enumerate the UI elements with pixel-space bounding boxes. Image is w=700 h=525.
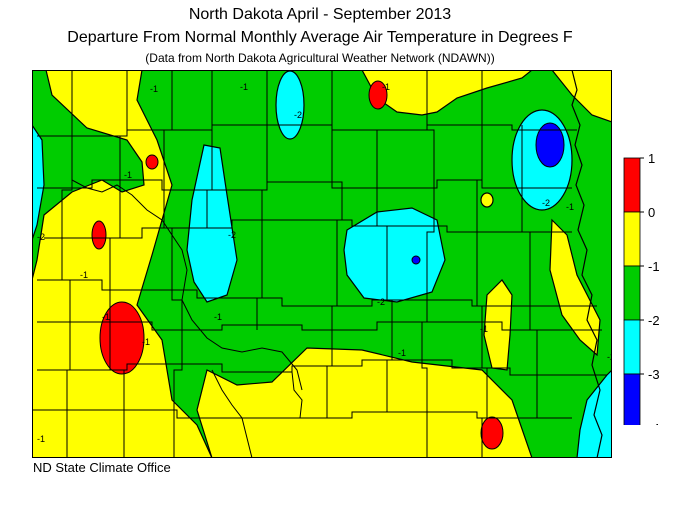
cyan-north-central bbox=[275, 70, 305, 140]
legend-tick-label: -3 bbox=[648, 367, 660, 382]
footer-credit: ND State Climate Office bbox=[33, 460, 171, 475]
contour-label: -1 bbox=[150, 84, 158, 94]
contour-label: -1 bbox=[382, 82, 390, 92]
missouri-river bbox=[71, 179, 303, 391]
contour-label: -1 bbox=[480, 324, 488, 334]
cyan-central bbox=[343, 207, 446, 303]
yellow-regions bbox=[32, 70, 612, 458]
red-regions bbox=[91, 80, 504, 450]
legend-swatch bbox=[623, 265, 641, 321]
contour-label: -1 bbox=[37, 434, 45, 444]
contour-label: -1 bbox=[102, 312, 110, 322]
blue-central bbox=[411, 255, 421, 265]
red-west-small bbox=[91, 220, 107, 250]
county-boundaries bbox=[32, 70, 607, 458]
yellow-southeast-streak bbox=[483, 279, 513, 371]
red-northwest-small bbox=[145, 154, 159, 170]
red-north bbox=[368, 80, 388, 110]
yellow-northwest bbox=[32, 70, 213, 458]
map-frame bbox=[32, 70, 612, 458]
legend-swatch bbox=[623, 373, 641, 425]
contour-labels: -1 -1 -2 -1 -1 -2 -1 -1 -1 -2 -1 -2 -1 -… bbox=[37, 82, 612, 444]
legend-tick-label: -4 bbox=[648, 421, 660, 425]
contour-label: -1 bbox=[124, 170, 132, 180]
contour-label: -2 bbox=[607, 352, 612, 362]
legend-tick-label: 0 bbox=[648, 205, 655, 220]
temperature-departure-map: -1 -1 -2 -1 -1 -2 -1 -1 -1 -2 -1 -2 -1 -… bbox=[32, 70, 612, 458]
yellow-northeast bbox=[551, 70, 612, 123]
red-river-border bbox=[571, 70, 603, 458]
legend-swatch bbox=[623, 211, 641, 267]
yellow-north-central bbox=[361, 70, 533, 116]
contour-label: -1 bbox=[80, 270, 88, 280]
map-title: North Dakota April - September 2013 bbox=[188, 6, 452, 23]
legend-tick-label: -2 bbox=[648, 313, 660, 328]
map-subtitle: Departure From Normal Monthly Average Ai… bbox=[67, 29, 573, 46]
contour-label: -1 bbox=[214, 312, 222, 322]
legend-tick-label: 1 bbox=[648, 151, 655, 166]
contour-label: -1 bbox=[240, 82, 248, 92]
color-legend: 1 0 -1 -2 -3 -4 bbox=[623, 151, 660, 425]
legend-bins bbox=[623, 157, 641, 425]
yellow-south-central bbox=[196, 347, 533, 458]
blue-regions bbox=[411, 122, 565, 265]
red-south bbox=[480, 416, 504, 450]
legend-swatch bbox=[623, 319, 641, 375]
contour-label: -1 bbox=[142, 337, 150, 347]
blue-northeast bbox=[535, 122, 565, 168]
contour-label: -2 bbox=[294, 110, 302, 120]
red-southwest bbox=[99, 301, 145, 375]
data-source-note: (Data from North Dakota Agricultural Wea… bbox=[145, 51, 495, 65]
contour-label: -2 bbox=[37, 232, 45, 242]
legend-tick-label: -1 bbox=[648, 259, 660, 274]
contour-label: -1 bbox=[398, 348, 406, 358]
legend-swatch bbox=[623, 157, 641, 213]
legend-ticks: 1 0 -1 -2 -3 -4 bbox=[640, 151, 660, 425]
contour-label: -2 bbox=[228, 230, 236, 240]
yellow-northeast-small bbox=[480, 192, 494, 208]
contour-label: -1 bbox=[566, 202, 574, 212]
contour-label: -2 bbox=[542, 198, 550, 208]
contour-label: -2 bbox=[377, 297, 385, 307]
cyan-west-edge bbox=[32, 123, 45, 241]
